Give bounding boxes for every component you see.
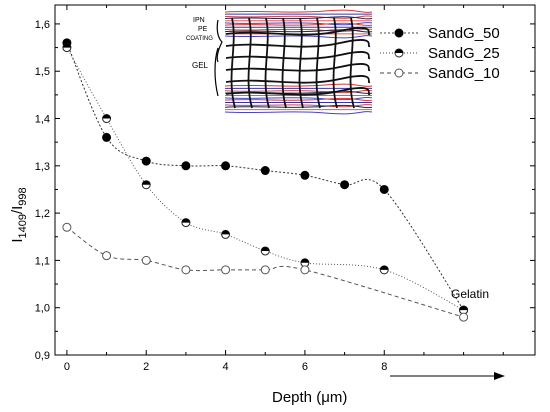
y-tick-label: 1,4 — [35, 114, 50, 126]
data-point — [221, 229, 231, 239]
coating-fiber-top — [224, 16, 373, 20]
data-point — [141, 156, 151, 166]
data-point — [260, 246, 270, 256]
data-point — [62, 222, 72, 232]
legend-marker-sandg10 — [394, 68, 404, 78]
coating-fiber-top — [224, 22, 373, 26]
x-tick-label: 2 — [143, 361, 149, 373]
data-point — [300, 170, 310, 180]
data-point — [141, 255, 151, 265]
gel-strand-vertical — [281, 17, 287, 109]
x-axis-title: Depth (μm) — [272, 389, 347, 406]
gel-strand-vertical — [349, 17, 355, 109]
legend-marker — [394, 68, 404, 78]
y-tick-label: 1,6 — [35, 19, 50, 31]
data-point — [102, 251, 112, 261]
y-tick-label: 1,1 — [35, 255, 50, 267]
data-point — [260, 166, 270, 176]
gel-strand-horizontal — [225, 51, 371, 60]
x-tick-label: 4 — [223, 361, 229, 373]
data-point — [102, 132, 112, 142]
inset-label-ipn: IPN — [193, 17, 205, 24]
data-point — [141, 180, 151, 190]
data-point — [260, 265, 270, 275]
legend-marker-sandg25 — [394, 48, 404, 58]
y-axis-title: I1409/I998 — [9, 187, 29, 242]
coating-fiber-bottom — [224, 83, 373, 87]
data-point — [459, 312, 469, 322]
data-point — [340, 180, 350, 190]
gel-strand-vertical — [315, 17, 321, 109]
y-tick-label: 1,5 — [35, 66, 50, 78]
legend: SandG_50 SandG_25 SandG_10 — [380, 25, 500, 82]
y-tick-label: 0,9 — [35, 350, 50, 362]
inset-label-pe: PE — [198, 26, 208, 33]
depth-arrow — [390, 372, 505, 380]
axes: 0,9 1,0 1,1 1,2 1,3 1,4 1,5 1,6 0 2 4 6 8 — [35, 4, 536, 373]
coating-fiber-bottom — [224, 96, 373, 101]
data-point — [62, 43, 72, 53]
inset-label-gel: GEL — [192, 61, 209, 70]
gel-strand-horizontal — [225, 87, 371, 96]
gel-strand-vertical — [247, 17, 253, 109]
data-point — [181, 161, 191, 171]
gel-strand-horizontal — [225, 75, 371, 84]
gel-strand-vertical — [264, 17, 270, 109]
legend-marker — [394, 28, 404, 38]
inset-schematic — [214, 9, 373, 115]
data-point — [221, 161, 231, 171]
coating-fiber-bottom — [224, 111, 373, 115]
gel-strand-vertical — [230, 17, 236, 109]
coating-fiber-top — [224, 15, 373, 19]
coating-fiber-top — [224, 35, 373, 39]
gel-strand-vertical — [298, 17, 304, 109]
legend-label-sandg50: SandG_50 — [428, 25, 500, 42]
gel-strand-vertical — [332, 17, 338, 109]
data-point — [379, 265, 389, 275]
coating-fiber-bottom — [224, 97, 373, 102]
data-point — [300, 265, 310, 275]
data-point — [181, 265, 191, 275]
legend-marker — [394, 48, 404, 58]
coating-fiber-top — [224, 22, 373, 26]
y-tick-label: 1,3 — [35, 161, 50, 173]
coating-fiber-top — [224, 9, 373, 13]
y-tick-label: 1,0 — [35, 303, 50, 315]
data-point — [181, 218, 191, 228]
coating-fiber-bottom — [224, 89, 373, 94]
brace-coating — [216, 19, 223, 63]
series-line-sandg10 — [66, 226, 464, 318]
plot-frame — [54, 4, 536, 356]
y-tick-label: 1,2 — [35, 208, 50, 220]
brace-gel — [214, 47, 219, 97]
legend-label-sandg10: SandG_10 — [428, 65, 500, 82]
data-point — [102, 114, 112, 124]
inset-label-coating: COATING — [186, 36, 213, 42]
x-tick-label: 6 — [302, 361, 308, 373]
data-point — [379, 184, 389, 194]
x-tick-label: 0 — [64, 361, 70, 373]
legend-label-sandg25: SandG_25 — [428, 45, 500, 62]
gel-strand-horizontal — [225, 39, 371, 48]
annotation-gelatin: Gelatin — [451, 287, 489, 301]
legend-marker-sandg50 — [394, 28, 404, 38]
series-layer — [62, 38, 469, 322]
gel-strand-horizontal — [225, 27, 371, 36]
x-tick-label: 8 — [381, 361, 387, 373]
data-point — [221, 265, 231, 275]
gel-strand-horizontal — [225, 63, 371, 72]
